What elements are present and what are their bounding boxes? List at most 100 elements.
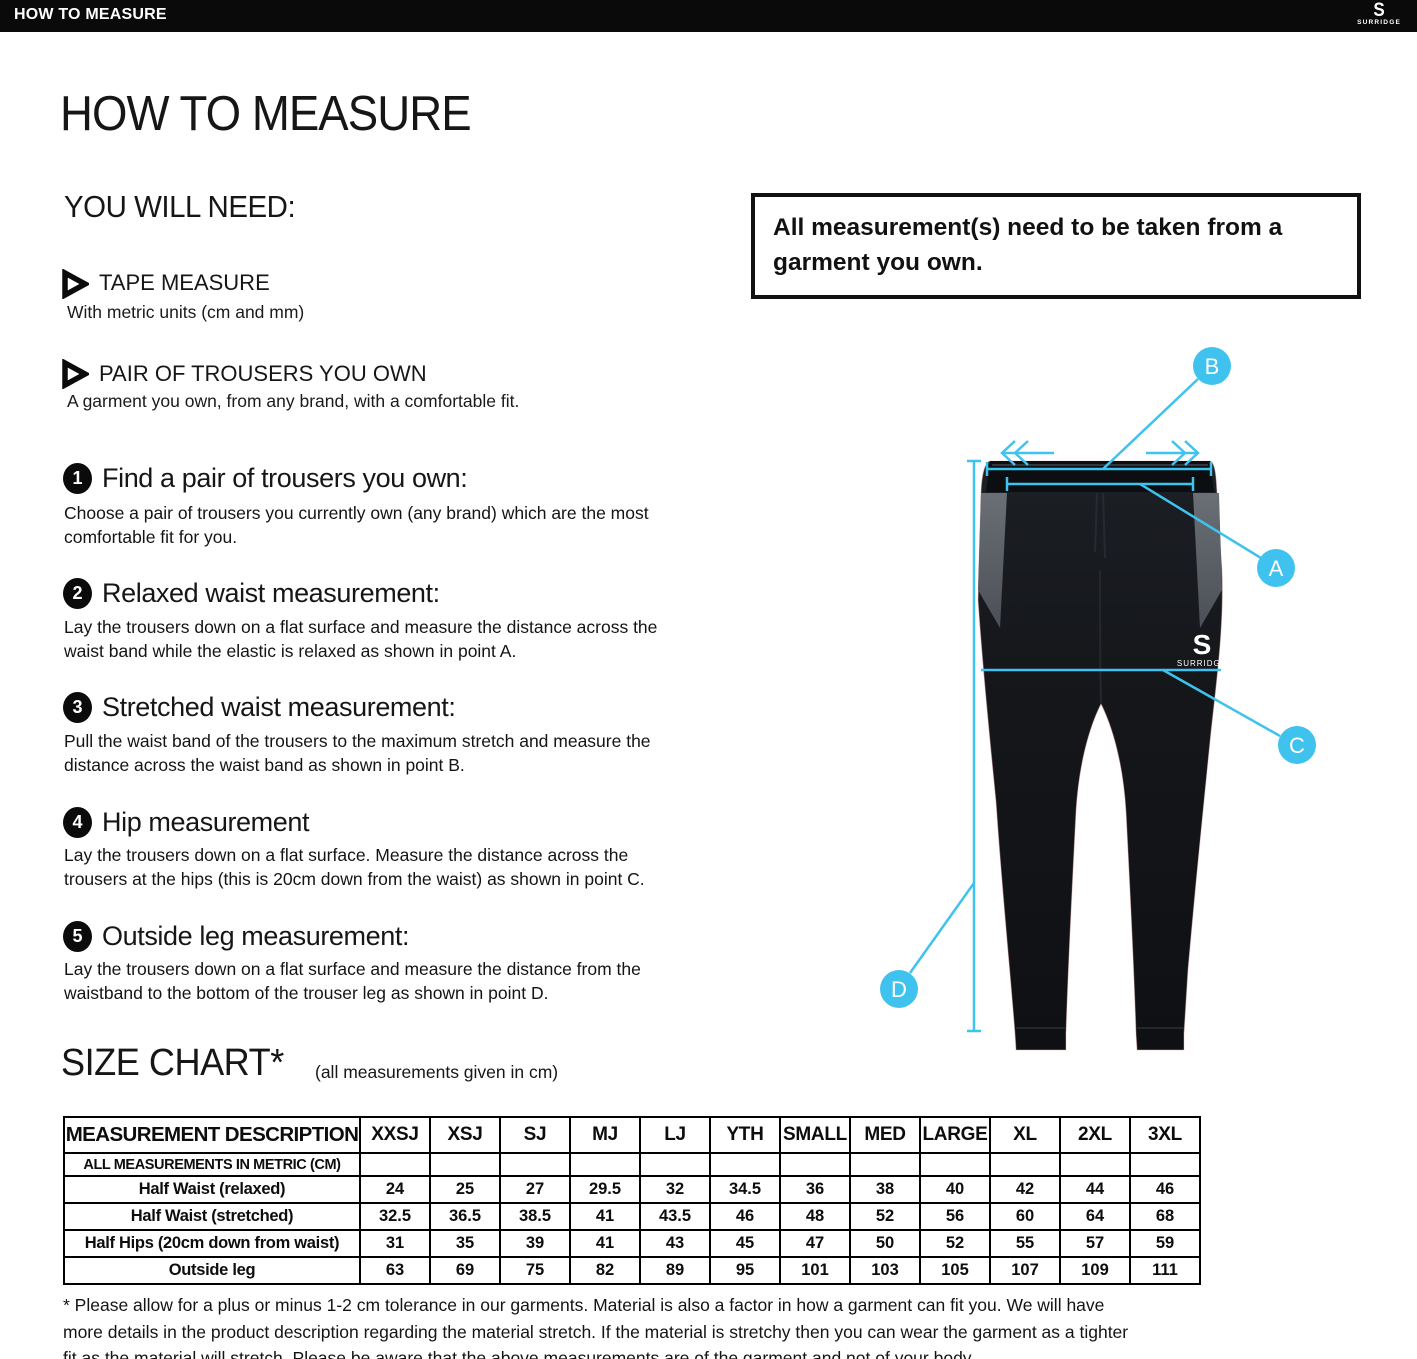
side-panel-left — [978, 493, 1007, 628]
cell: 38 — [849, 1175, 921, 1204]
step-number-badge: 2 — [63, 578, 92, 609]
column-header: MEASUREMENT DESCRIPTION — [63, 1116, 361, 1154]
step-number-badge: 4 — [63, 807, 92, 838]
you-will-need-heading: YOU WILL NEED: — [64, 189, 296, 224]
empty-cell — [1129, 1152, 1201, 1177]
cell: 103 — [849, 1256, 921, 1285]
cell: 95 — [709, 1256, 781, 1285]
need-item-desc: A garment you own, from any brand, with … — [67, 391, 520, 411]
cell: 52 — [849, 1202, 921, 1231]
tolerance-footnote: * Please allow for a plus or minus 1-2 c… — [63, 1295, 1129, 1359]
cell: 107 — [989, 1256, 1061, 1285]
step-1-body: Choose a pair of trousers you currently … — [64, 503, 649, 547]
column-header: XL — [989, 1116, 1061, 1154]
need-item-desc: With metric units (cm and mm) — [67, 302, 305, 322]
cell: 45 — [709, 1229, 781, 1258]
metric-note: ALL MEASUREMENTS IN METRIC (CM) — [63, 1152, 361, 1177]
cell: 25 — [429, 1175, 501, 1204]
cell: 47 — [779, 1229, 851, 1258]
column-header: MED — [849, 1116, 921, 1154]
cell: 63 — [359, 1256, 431, 1285]
point-d-badge — [880, 970, 918, 1008]
empty-cell — [849, 1152, 921, 1177]
step-5-body: Lay the trousers down on a flat surface … — [64, 959, 641, 1003]
table-row: Half Hips (20cm down from waist) 31 35 3… — [63, 1229, 1201, 1258]
cell: 60 — [989, 1202, 1061, 1231]
cell: 41 — [569, 1229, 641, 1258]
brand-name: SURRIDGE — [1357, 19, 1401, 26]
point-d-label: D — [891, 977, 907, 1002]
table-header-row: MEASUREMENT DESCRIPTION XXSJ XSJ SJ MJ L… — [63, 1116, 1201, 1154]
table-row: Half Waist (stretched) 32.5 36.5 38.5 41… — [63, 1202, 1201, 1231]
need-item-title: TAPE MEASURE — [99, 270, 270, 295]
cell: 69 — [429, 1256, 501, 1285]
column-header: SJ — [499, 1116, 571, 1154]
cell: 101 — [779, 1256, 851, 1285]
column-header: MJ — [569, 1116, 641, 1154]
cell: 43 — [639, 1229, 711, 1258]
cell: 34.5 — [709, 1175, 781, 1204]
step-2-header: 2 Relaxed waist measurement: — [63, 578, 440, 609]
trousers-measurement-diagram: S SURRIDGE — [880, 347, 1316, 1051]
cell: 39 — [499, 1229, 571, 1258]
step-3-header: 3 Stretched waist measurement: — [63, 692, 456, 723]
empty-cell — [499, 1152, 571, 1177]
column-header: YTH — [709, 1116, 781, 1154]
cell: 41 — [569, 1202, 641, 1231]
empty-cell — [919, 1152, 991, 1177]
cell: 48 — [779, 1202, 851, 1231]
cell: 57 — [1059, 1229, 1131, 1258]
cell: 59 — [1129, 1229, 1201, 1258]
cell: 24 — [359, 1175, 431, 1204]
notice-box: All measurement(s) need to be taken from… — [751, 193, 1361, 299]
cell: 55 — [989, 1229, 1061, 1258]
column-header: XSJ — [429, 1116, 501, 1154]
column-header: 2XL — [1059, 1116, 1131, 1154]
point-b-label: B — [1205, 354, 1220, 379]
stretch-arrow-left-icon — [1000, 440, 1054, 466]
cell: 68 — [1129, 1202, 1201, 1231]
leader-line-b — [1102, 378, 1199, 470]
step-4-body: Lay the trousers down on a flat surface.… — [64, 845, 645, 889]
empty-cell — [569, 1152, 641, 1177]
cell: 44 — [1059, 1175, 1131, 1204]
metric-note-row: ALL MEASUREMENTS IN METRIC (CM) — [63, 1152, 1201, 1177]
step-title: Stretched waist measurement: — [102, 692, 456, 722]
step-1-header: 1 Find a pair of trousers you own: — [63, 463, 468, 494]
cell: 64 — [1059, 1202, 1131, 1231]
topbar-title: HOW TO MEASURE — [14, 6, 167, 23]
step-title: Relaxed waist measurement: — [102, 578, 440, 608]
cell: 52 — [919, 1229, 991, 1258]
column-header: LJ — [639, 1116, 711, 1154]
step-2-body: Lay the trousers down on a flat surface … — [64, 617, 658, 661]
side-panel-right — [1193, 493, 1222, 628]
column-header: LARGE — [919, 1116, 991, 1154]
step-number-badge: 1 — [63, 463, 92, 494]
size-chart-table: MEASUREMENT DESCRIPTION XXSJ XSJ SJ MJ L… — [63, 1116, 1201, 1285]
column-header: XXSJ — [359, 1116, 431, 1154]
step-number-badge: 5 — [63, 921, 92, 952]
cell: 56 — [919, 1202, 991, 1231]
brand-logo: S SURRIDGE — [1357, 0, 1401, 26]
garment-logo-text: SURRIDGE — [1177, 659, 1227, 668]
row-label: Half Waist (stretched) — [63, 1202, 361, 1231]
cell: 46 — [1129, 1175, 1201, 1204]
drawstring — [1094, 492, 1106, 559]
page-title: HOW TO MEASURE — [60, 87, 472, 141]
size-chart-heading: SIZE CHART* — [61, 1042, 284, 1084]
point-c-label: C — [1289, 733, 1305, 758]
point-a-label: A — [1269, 556, 1284, 581]
point-b-badge — [1193, 347, 1231, 385]
empty-cell — [989, 1152, 1061, 1177]
column-header: SMALL — [779, 1116, 851, 1154]
cell: 42 — [989, 1175, 1061, 1204]
top-bar: HOW TO MEASURE S SURRIDGE — [0, 0, 1417, 32]
cell: 82 — [569, 1256, 641, 1285]
step-3-body: Pull the waist band of the trousers to t… — [64, 731, 651, 775]
trousers-silhouette — [977, 460, 1223, 1051]
cell: 109 — [1059, 1256, 1131, 1285]
step-title: Find a pair of trousers you own: — [102, 463, 468, 493]
need-item-title: PAIR OF TROUSERS YOU OWN — [99, 361, 427, 386]
cell: 36.5 — [429, 1202, 501, 1231]
leader-line-c — [1162, 668, 1281, 738]
